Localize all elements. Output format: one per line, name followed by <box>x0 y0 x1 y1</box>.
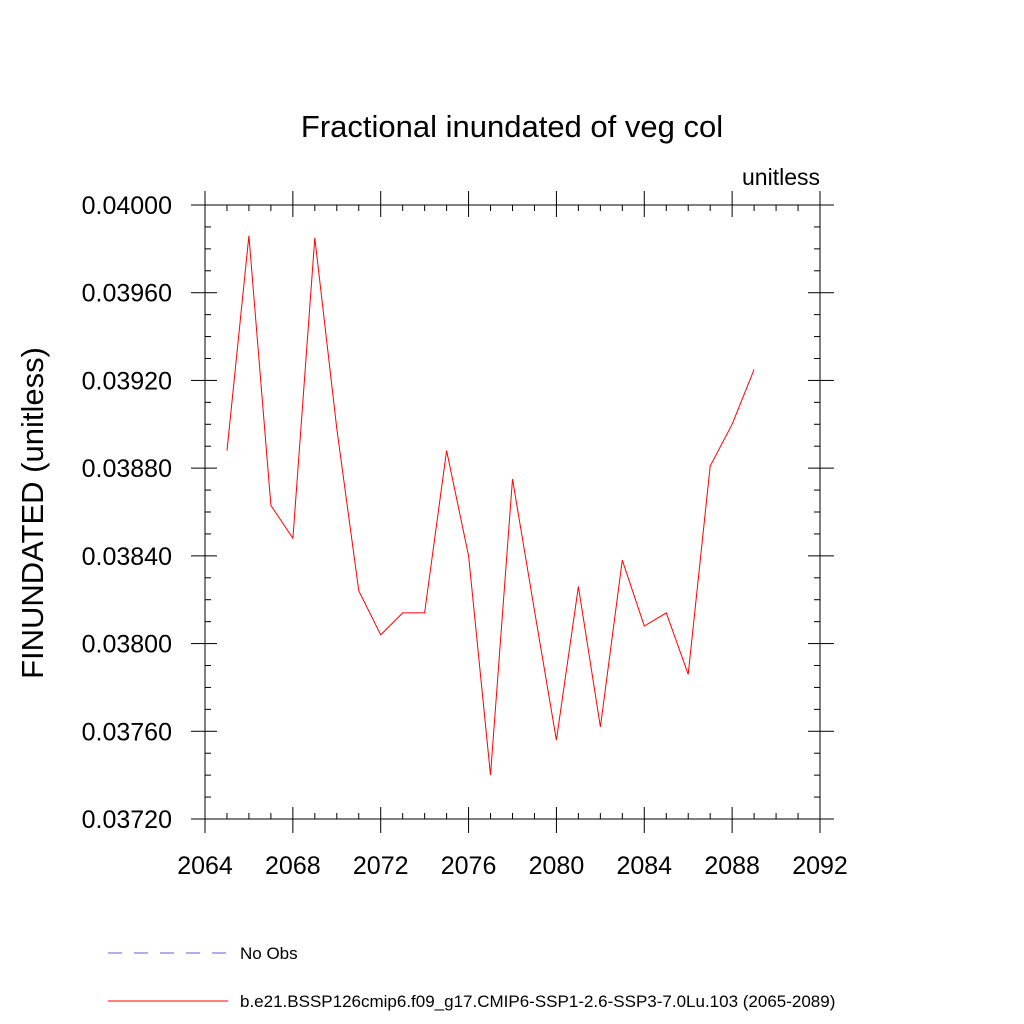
y-tick-label: 0.03840 <box>82 543 172 571</box>
series-layer <box>226 235 755 776</box>
x-tick-label: 2092 <box>792 852 848 880</box>
chart-title: Fractional inundated of veg col <box>301 109 723 144</box>
y-tick-label: 0.03800 <box>82 631 172 659</box>
x-tick-label: 2088 <box>704 852 760 880</box>
y-tick-label: 0.04000 <box>82 192 172 220</box>
legend-label-0: No Obs <box>240 944 298 963</box>
axis-ticks <box>191 191 834 833</box>
y-axis-tick-labels: 0.03720 0.03760 0.03800 0.03840 0.03880 0.039… <box>82 192 172 834</box>
y-tick-label: 0.03920 <box>82 367 172 395</box>
x-axis-tick-labels: 2064 2068 2072 2076 2080 2084 2088 2092 <box>177 852 848 880</box>
units-label: unitless <box>742 164 820 190</box>
series-line-1 <box>226 235 755 776</box>
y-axis-label: FINUNDATED (unitless) <box>15 347 50 679</box>
x-tick-label: 2064 <box>177 852 233 880</box>
x-tick-label: 2084 <box>616 852 672 880</box>
legend-label-1: b.e21.BSSP126cmip6.f09_g17.CMIP6-SSP1-2.… <box>240 992 835 1011</box>
x-tick-label: 2072 <box>353 852 409 880</box>
y-tick-label: 0.03960 <box>82 280 172 308</box>
x-tick-label: 2080 <box>529 852 585 880</box>
y-tick-label: 0.03880 <box>82 455 172 483</box>
y-tick-label: 0.03760 <box>82 718 172 746</box>
legend: No Obs b.e21.BSSP126cmip6.f09_g17.CMIP6-S… <box>108 944 835 1011</box>
plot-frame <box>204 204 821 820</box>
x-tick-label: 2068 <box>265 852 321 880</box>
y-tick-label: 0.03720 <box>82 806 172 834</box>
x-tick-label: 2076 <box>441 852 497 880</box>
